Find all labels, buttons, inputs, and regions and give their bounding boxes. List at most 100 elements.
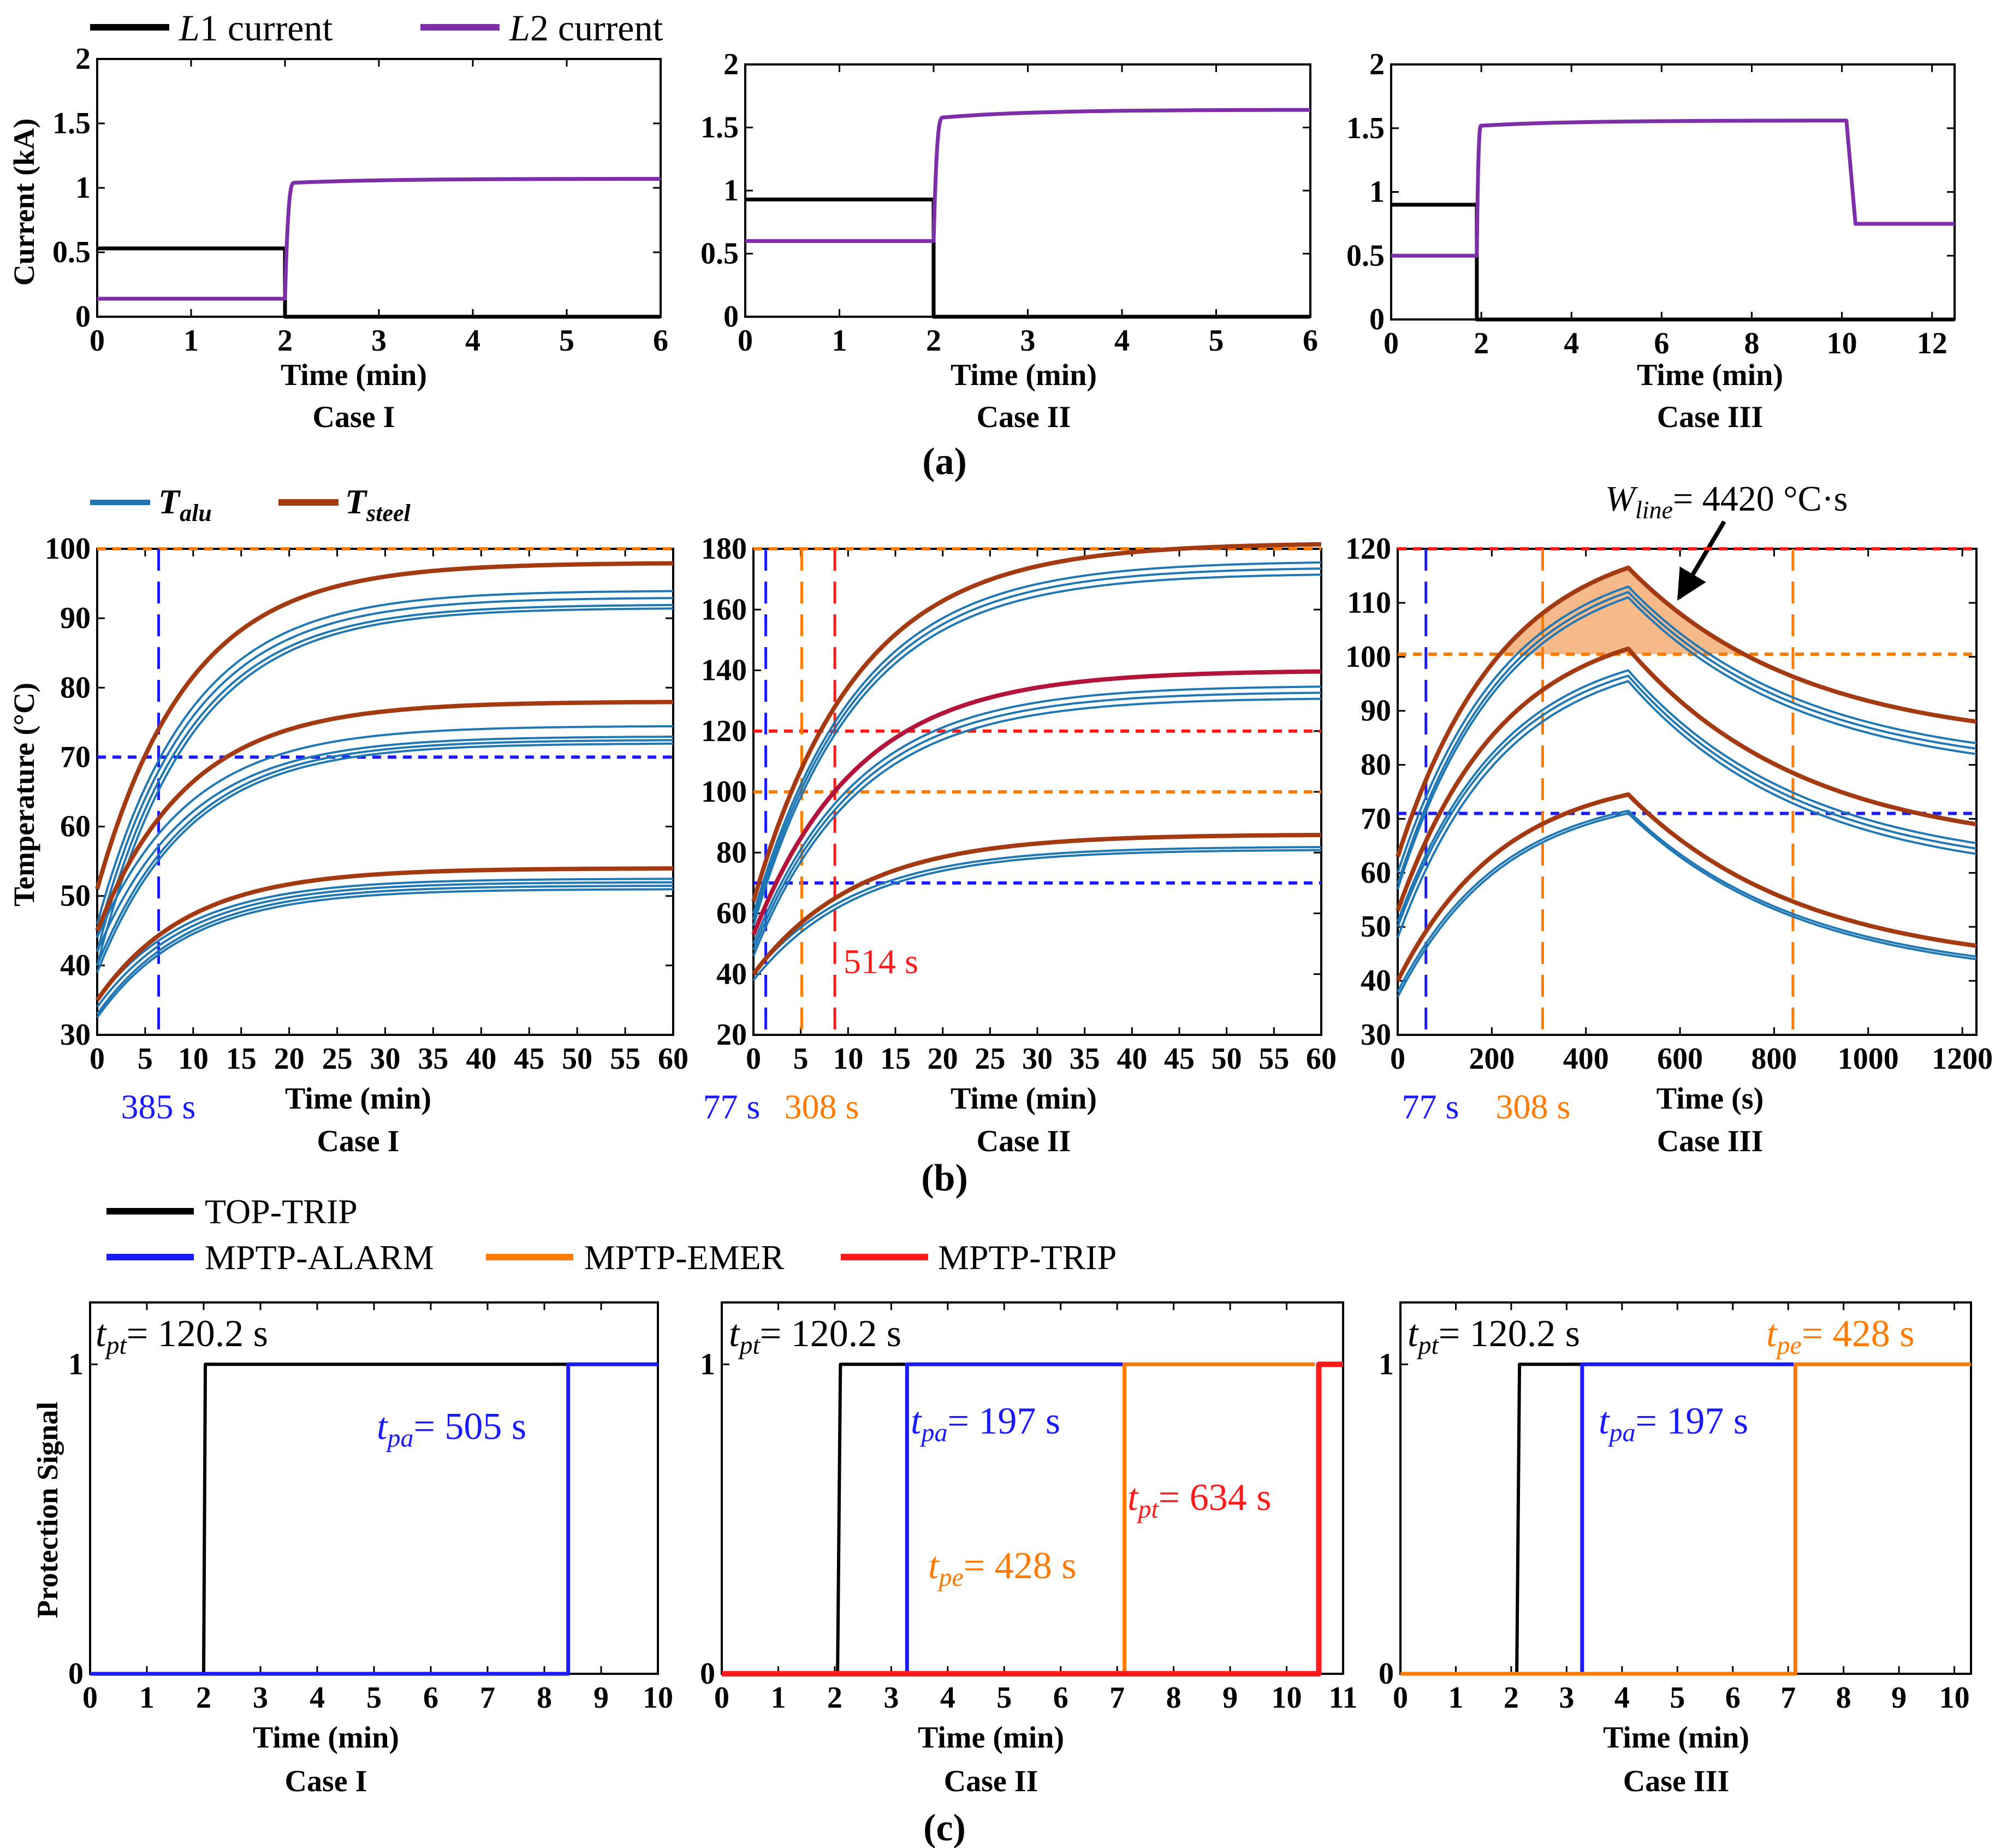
ylabel-a: Current (kA) <box>8 119 40 286</box>
b1-xtick-label: 50 <box>562 1042 592 1076</box>
a1-ytick-label: 1.5 <box>52 106 91 140</box>
b1-xtick-label: 35 <box>418 1042 448 1076</box>
b1-alu-curve-6 <box>96 736 673 952</box>
a3-ytick-label: 0 <box>1369 303 1385 336</box>
xlabel-c1: Time (min) <box>253 1721 399 1755</box>
b1-xtick-label: 60 <box>658 1042 688 1076</box>
b1-xtick-label: 45 <box>514 1042 544 1076</box>
case-title-c1: Case I <box>285 1764 367 1798</box>
b1-xtick-label: 10 <box>178 1042 209 1076</box>
b1-xtick-label: 30 <box>370 1042 401 1076</box>
b1-alu-curve-7 <box>96 739 673 966</box>
b3-alu-curve-3 <box>1397 596 1977 890</box>
c3-xtick-label: 8 <box>1836 1681 1851 1715</box>
chart-c1: 0 1 2 3 4 5 6 7 8 9 10 0 1 <box>68 1301 673 1715</box>
a3-series-l2-current <box>1391 119 1955 258</box>
b1-xtick-label: 55 <box>610 1042 640 1076</box>
c1-xtick-label: 3 <box>253 1681 268 1715</box>
a3-xtick-label: 10 <box>1827 327 1857 360</box>
legend-trip-label: MPTP-TRIP <box>938 1238 1117 1277</box>
b2-ytick-label: 160 <box>701 593 747 626</box>
charts-layer: 0 1 2 3 4 5 600.511.520 1 2 3 4 5 600.511.520 2 4 6 8 10 1… <box>45 42 1993 1715</box>
a2-xtick-label: 3 <box>1020 324 1036 358</box>
legend-alu-label: Talu <box>158 482 212 526</box>
b2-alu-curve-8 <box>752 849 1322 981</box>
case-title-a1: Case I <box>313 400 395 434</box>
case-title-a2: Case II <box>977 400 1071 434</box>
c2-xtick-label: 2 <box>827 1681 842 1715</box>
b3-alu-curve-2 <box>1397 591 1977 884</box>
c2-tpe-annotation: tpe= 428 s <box>928 1545 1076 1592</box>
b3-ytick-label: 90 <box>1361 694 1391 728</box>
chart-c3: 0 1 2 3 4 5 6 7 8 9 10 0 1 <box>1379 1301 1972 1715</box>
a3-xtick-label: 4 <box>1564 327 1579 360</box>
c1-xtick-label: 8 <box>537 1681 552 1715</box>
b2-steel-curve-1 <box>751 542 1322 902</box>
a2-xtick-label: 0 <box>738 324 753 358</box>
b2-steel-curve-3 <box>751 833 1321 976</box>
chart-b3: 0 200 400 600 800 1000 1200 30 40 50 60 70 80 90 100 11… <box>1345 532 1993 1076</box>
a3-xtick-label: 12 <box>1917 327 1948 360</box>
c3-xtick-label: 7 <box>1780 1681 1796 1715</box>
b3-ytick-label: 40 <box>1361 964 1391 998</box>
b1-alu-curve-4 <box>96 607 673 966</box>
ylabel-c: Protection Signal <box>31 1402 64 1618</box>
b1-alu-curve-8 <box>96 742 673 973</box>
b2-ytick-label: 20 <box>716 1018 747 1052</box>
c2-tpa-annotation: tpa= 197 s <box>911 1400 1060 1447</box>
a1-xtick-label: 6 <box>653 324 668 358</box>
b1-alu-curve-11 <box>96 885 673 1015</box>
c3-frame <box>1399 1301 1972 1675</box>
b3-alu-curve-8 <box>1397 812 1977 998</box>
a3-ytick-label: 1 <box>1369 175 1385 209</box>
b3-xtick-label: 400 <box>1563 1042 1609 1076</box>
a2-xtick-label: 6 <box>1303 324 1318 358</box>
case-title-b3: Case III <box>1657 1124 1763 1158</box>
xlabel-b1: Time (min) <box>285 1082 431 1116</box>
b2-steel-curve-2 <box>751 669 1322 935</box>
b2-ytick-label: 180 <box>701 532 747 566</box>
c1-xtick-label: 0 <box>82 1681 98 1715</box>
c3-tpa-annotation: tpa= 197 s <box>1599 1400 1748 1447</box>
b3-xtick-label: 800 <box>1751 1042 1797 1076</box>
legend-l2-label: L2 current <box>509 7 663 49</box>
b1-xtick-label: 5 <box>138 1042 153 1076</box>
b2-xtick-label: 60 <box>1306 1042 1337 1076</box>
c1-ytick-label: 1 <box>68 1347 84 1381</box>
b3-xtick-label: 600 <box>1657 1042 1703 1076</box>
b2-xtick-label: 20 <box>928 1042 958 1076</box>
a1-ytick-label: 0.5 <box>52 235 91 269</box>
a2-ytick-label: 1 <box>723 174 739 208</box>
c2-xtick-label: 5 <box>996 1681 1012 1715</box>
panel-label-c: (c) <box>923 1807 966 1848</box>
b1-ytick-label: 40 <box>60 949 91 982</box>
a3-xtick-label: 2 <box>1474 327 1489 360</box>
panel-label-b: (b) <box>921 1157 968 1199</box>
b2-orange-time-label: 308 s <box>785 1087 859 1126</box>
a1-xtick-label: 1 <box>183 324 199 358</box>
a1-xtick-label: 2 <box>277 324 293 358</box>
c2-xtick-label: 6 <box>1053 1681 1068 1715</box>
b2-alu-curve-3 <box>752 573 1322 926</box>
b2-ytick-label: 40 <box>716 957 747 991</box>
chart-b2: 0 5 10 15 20 25 30 35 40 45 50 55 60 20 40 60 80 100 120 14… <box>701 532 1337 1076</box>
c3-series-top-trip <box>1400 1363 1582 1675</box>
a1-xtick-label: 4 <box>465 324 480 358</box>
b1-ytick-label: 90 <box>60 601 91 635</box>
b2-ytick-label: 120 <box>701 714 747 748</box>
legend-c: TOP-TRIP MPTP-ALARM MPTP-EMER MPTP-TRIP <box>106 1192 1117 1277</box>
legend-alarm-label: MPTP-ALARM <box>205 1238 434 1277</box>
b3-alu-curve-6 <box>1397 680 1977 938</box>
b3-ytick-label: 30 <box>1361 1018 1391 1052</box>
c1-series-mptp-alarm <box>90 1362 658 1676</box>
c2-series-mptp-alarm <box>722 1362 1123 1676</box>
b1-alu-curve-12 <box>96 888 673 1018</box>
b1-steel-curve-2 <box>95 700 673 932</box>
a1-xtick-label: 5 <box>559 324 574 358</box>
c2-xtick-label: 9 <box>1222 1681 1238 1715</box>
c3-xtick-label: 5 <box>1670 1681 1685 1715</box>
chart-a2: 0 1 2 3 4 5 6 0 0.5 1 1.5 2 <box>700 48 1318 358</box>
a2-xtick-label: 1 <box>832 324 847 358</box>
a1-xtick-label: 3 <box>371 324 387 358</box>
a2-ytick-label: 0.5 <box>700 237 739 271</box>
